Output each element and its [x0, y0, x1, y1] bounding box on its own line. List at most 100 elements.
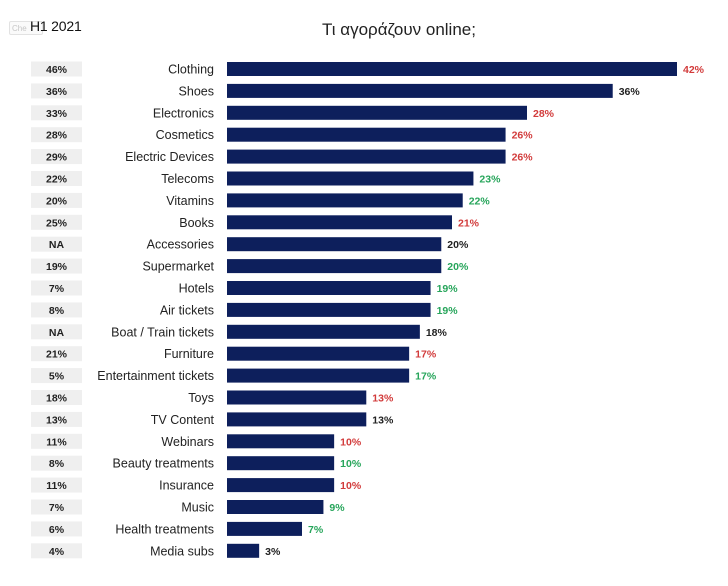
- previous-value-box: [31, 105, 82, 121]
- previous-value-box: [31, 214, 82, 230]
- value-label: 28%: [533, 108, 555, 120]
- value-label: 7%: [308, 524, 324, 536]
- category-label: Supermarket: [142, 260, 214, 274]
- value-label: 13%: [372, 414, 394, 426]
- category-label: Music: [181, 501, 214, 515]
- bar: [227, 302, 431, 317]
- value-label: 13%: [372, 393, 394, 405]
- category-label: Shoes: [179, 84, 214, 98]
- bar: [227, 281, 431, 295]
- bar: [227, 434, 335, 449]
- bar: [227, 127, 506, 142]
- previous-value-label: 5%: [49, 371, 65, 383]
- bar: [227, 368, 410, 383]
- value-label: 26%: [512, 130, 534, 142]
- bar: [227, 105, 527, 120]
- category-label: Telecoms: [161, 172, 214, 186]
- previous-value-label: 25%: [46, 217, 68, 229]
- period-label: H1 2021: [30, 18, 82, 34]
- bar: [227, 456, 335, 471]
- value-label: 19%: [437, 283, 459, 295]
- previous-value-label: 6%: [49, 524, 65, 536]
- previous-value-box: [31, 149, 82, 165]
- previous-value-label: NA: [49, 327, 65, 339]
- category-label: Hotels: [179, 282, 214, 296]
- bar: [227, 83, 613, 98]
- value-label: 10%: [340, 458, 362, 470]
- chart-title: Τι αγοράζουν online;: [322, 20, 476, 39]
- category-label: Toys: [188, 391, 214, 405]
- previous-value-box: [31, 302, 82, 318]
- value-label: 21%: [458, 217, 480, 229]
- previous-value-box: [31, 171, 82, 186]
- previous-value-box: [31, 477, 82, 493]
- previous-value-label: 22%: [46, 174, 68, 186]
- value-label: 10%: [340, 436, 362, 448]
- value-label: 42%: [683, 64, 705, 76]
- previous-value-label: 8%: [49, 458, 65, 470]
- category-label: Entertainment tickets: [97, 369, 214, 383]
- bar: [227, 412, 367, 427]
- value-label: 23%: [479, 174, 501, 186]
- bar: [227, 390, 367, 405]
- previous-value-label: 7%: [49, 502, 65, 514]
- category-label: Clothing: [168, 63, 214, 77]
- previous-value-box: [31, 521, 82, 537]
- previous-value-box: [31, 280, 82, 296]
- previous-value-label: 21%: [46, 349, 68, 361]
- category-label: Furniture: [164, 347, 214, 361]
- category-label: Books: [179, 216, 214, 230]
- category-label: Vitamins: [166, 194, 214, 208]
- value-label: 9%: [329, 502, 345, 514]
- previous-value-label: 4%: [49, 546, 65, 558]
- bar: [227, 237, 442, 252]
- previous-value-label: 28%: [46, 130, 68, 142]
- value-label: 17%: [415, 349, 437, 361]
- category-label: Health treatments: [115, 522, 214, 536]
- category-label: Media subs: [150, 544, 214, 558]
- previous-value-box: [31, 543, 82, 559]
- category-label: Boat / Train tickets: [111, 325, 214, 339]
- previous-value-box: [31, 411, 82, 427]
- previous-value-label: 36%: [46, 86, 68, 98]
- value-label: 17%: [415, 371, 437, 383]
- bar: [227, 478, 335, 493]
- bar: [227, 259, 442, 274]
- previous-value-box: [31, 61, 82, 77]
- previous-value-label: 20%: [46, 195, 68, 207]
- previous-value-label: 7%: [49, 283, 65, 295]
- value-label: 26%: [512, 152, 534, 164]
- previous-value-box: [31, 390, 82, 405]
- previous-value-box: [31, 455, 82, 471]
- previous-value-box: [31, 368, 82, 384]
- previous-value-box: [31, 499, 82, 515]
- previous-value-label: 19%: [46, 261, 68, 273]
- previous-value-box: [31, 192, 82, 208]
- bar: [227, 171, 474, 186]
- bar: [227, 346, 410, 361]
- value-label: 20%: [447, 239, 469, 251]
- category-label: Accessories: [147, 238, 214, 252]
- previous-value-label: 33%: [46, 108, 68, 120]
- previous-value-label: 11%: [46, 480, 67, 492]
- previous-value-box: [31, 346, 82, 362]
- bar: [227, 193, 463, 208]
- bar: [227, 149, 506, 164]
- previous-value-box: [31, 127, 82, 143]
- bar: [227, 521, 302, 536]
- previous-value-label: 46%: [46, 64, 68, 76]
- bar: [227, 215, 452, 230]
- category-label: Insurance: [159, 479, 214, 493]
- value-label: 18%: [426, 327, 448, 339]
- bar: [227, 543, 260, 558]
- category-label: Air tickets: [160, 303, 214, 317]
- chart-badge: Che: [9, 21, 43, 35]
- value-label: 36%: [619, 86, 641, 98]
- previous-value-label: 13%: [46, 414, 68, 426]
- value-label: 19%: [437, 305, 459, 317]
- previous-value-box: [31, 236, 82, 252]
- category-label: Webinars: [161, 435, 214, 449]
- category-label: Electric Devices: [125, 150, 214, 164]
- bar: [227, 62, 677, 76]
